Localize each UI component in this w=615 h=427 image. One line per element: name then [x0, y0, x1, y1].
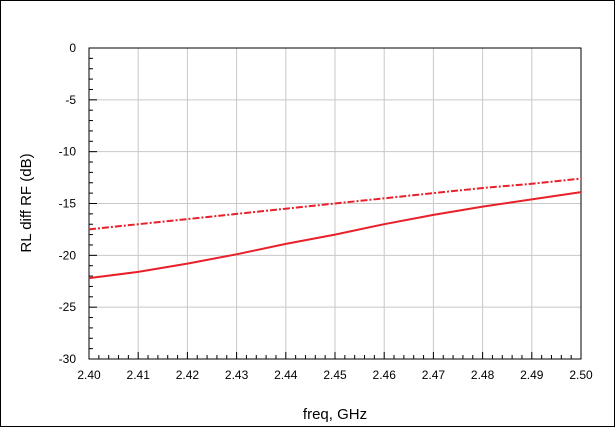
x-tick-label: 2.47 — [422, 368, 446, 382]
x-tick-label: 2.48 — [471, 368, 495, 382]
y-tick-label: -20 — [59, 248, 77, 262]
plot-area — [88, 47, 582, 360]
y-tick-labels: 0 -5 -10 -15 -20 -25 -30 — [59, 41, 77, 366]
series-line-solid — [88, 191, 582, 280]
x-tick-label: 2.44 — [274, 368, 298, 382]
x-tick-label: 2.46 — [373, 368, 397, 382]
x-axis-label: freq, GHz — [303, 406, 367, 423]
series-layer — [88, 177, 582, 280]
series-line-dashed — [88, 177, 582, 231]
x-tick-label: 2.43 — [225, 368, 249, 382]
y-axis-label: RL diff RF (dB) — [18, 153, 35, 252]
y-tick-label: -10 — [59, 145, 77, 159]
x-tick-label: 2.42 — [176, 368, 200, 382]
y-tick-label: -25 — [59, 300, 77, 314]
x-tick-label: 2.50 — [569, 368, 593, 382]
y-tick-label: -5 — [65, 93, 76, 107]
x-tick-labels: 2.40 2.41 2.42 2.43 2.44 2.45 2.46 2.47 2.48 2.49… — [77, 368, 593, 382]
y-tick-label: -15 — [59, 197, 77, 211]
x-tick-label: 2.49 — [520, 368, 544, 382]
x-tick-label: 2.45 — [323, 368, 347, 382]
x-tick-label: 2.40 — [77, 368, 101, 382]
y-tick-label: -30 — [59, 352, 77, 366]
x-tick-label: 2.41 — [127, 368, 151, 382]
y-tick-label: 0 — [69, 41, 76, 55]
